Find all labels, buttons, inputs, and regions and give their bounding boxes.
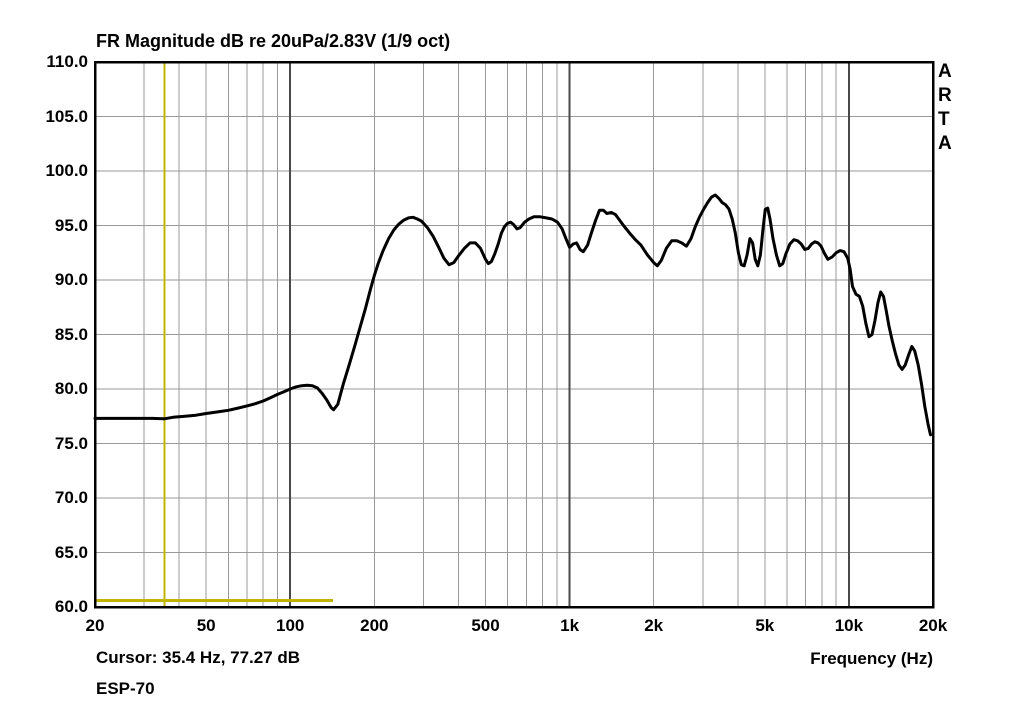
y-tick-label: 100.0 <box>45 161 88 180</box>
measurement-label: ESP-70 <box>96 679 155 698</box>
x-tick-label: 5k <box>755 616 775 635</box>
y-tick-label: 105.0 <box>45 106 88 126</box>
x-tick-label: 10k <box>834 616 864 635</box>
arta-watermark-letter: A <box>938 133 952 154</box>
y-tick-label: 110.0 <box>46 52 88 71</box>
x-tick-label: 1k <box>560 616 580 635</box>
plot-frame <box>93 60 935 609</box>
fr-curve <box>93 193 932 437</box>
y-tick-label: 75.0 <box>54 433 88 453</box>
x-tick-label: 500 <box>471 616 500 635</box>
x-tick-label: 2k <box>644 616 664 635</box>
y-tick-label: 70.0 <box>54 488 88 507</box>
y-tick-label: 95.0 <box>54 215 88 235</box>
x-tick-label: 20k <box>918 616 948 635</box>
y-tick-label: 90.0 <box>54 270 88 289</box>
y-tick-label: 65.0 <box>54 542 88 562</box>
arta-watermark-letter: T <box>938 109 950 130</box>
y-tick-label: 80.0 <box>54 379 88 398</box>
y-tick-label: 85.0 <box>54 324 88 344</box>
cursor-readout: Cursor: 35.4 Hz, 77.27 dB <box>96 648 301 667</box>
x-tick-label: 50 <box>196 616 216 635</box>
x-tick-label: 20 <box>85 616 105 635</box>
x-tick-label: 100 <box>276 616 305 635</box>
chart-title: FR Magnitude dB re 20uPa/2.83V (1/9 oct) <box>96 31 451 51</box>
arta-watermark-letter: R <box>938 85 952 106</box>
x-tick-label: 200 <box>360 616 389 635</box>
arta-watermark-letter: A <box>938 61 952 82</box>
y-tick-label: 60.0 <box>54 597 88 616</box>
x-axis-title: Frequency (Hz) <box>810 649 933 668</box>
